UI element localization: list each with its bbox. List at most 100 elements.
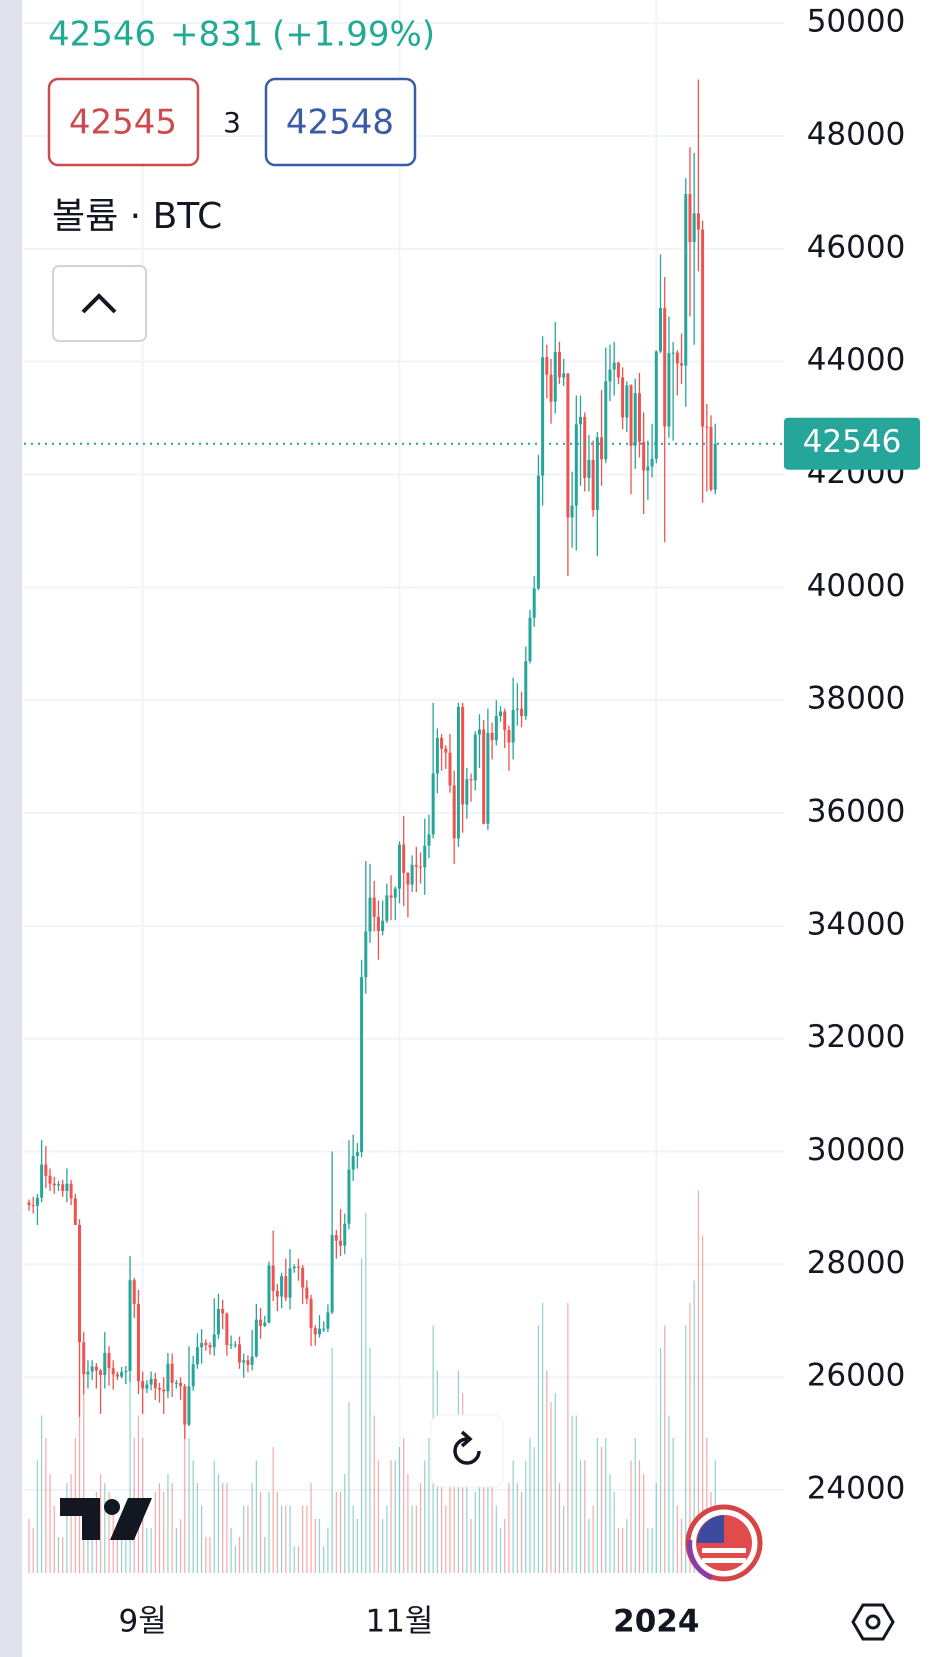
last-price-label: 42546: [803, 424, 902, 460]
candle-body: [204, 1342, 208, 1346]
candle-body: [179, 1382, 183, 1387]
candle-body: [153, 1378, 157, 1388]
candle-body: [82, 1342, 86, 1375]
candle-body: [158, 1387, 162, 1390]
candle-body: [604, 381, 608, 460]
candle-body: [376, 916, 380, 931]
region-flag[interactable]: [685, 1504, 763, 1582]
candle-body: [633, 393, 637, 446]
candle-body: [482, 729, 486, 824]
candle-body: [216, 1308, 220, 1335]
bid-box[interactable]: [47, 77, 200, 167]
candle-body: [574, 424, 578, 506]
candle-body: [667, 353, 671, 427]
candle-body: [410, 864, 414, 885]
y-tick-label: 28000: [807, 1245, 906, 1281]
candle-body: [684, 194, 688, 366]
candle-body: [595, 437, 599, 511]
candle-body: [225, 1313, 229, 1346]
candle-body: [56, 1184, 60, 1186]
y-tick-label: 38000: [807, 681, 906, 717]
candle-body: [515, 708, 519, 710]
y-tick-label: 48000: [807, 116, 906, 152]
header-change: +831: [170, 15, 263, 55]
candle-body: [141, 1381, 145, 1389]
left-edge: [0, 0, 22, 1657]
candle-body: [448, 752, 452, 786]
candle-body: [545, 357, 549, 375]
candle-body: [128, 1280, 132, 1372]
candle-body: [566, 373, 570, 518]
reset-button[interactable]: [430, 1414, 504, 1488]
candle-body: [532, 588, 536, 618]
y-tick-label: 44000: [807, 342, 906, 378]
candle-body: [477, 729, 481, 735]
tradingview-logo: [60, 1498, 152, 1540]
candle-body: [419, 866, 423, 868]
candle-body: [65, 1183, 69, 1192]
candle-body: [145, 1384, 149, 1389]
candle-body: [254, 1319, 258, 1357]
candle-body: [381, 920, 385, 931]
candle-body: [69, 1183, 73, 1199]
candle-body: [78, 1224, 82, 1343]
candle-body: [503, 711, 507, 731]
header-last: 42546: [48, 15, 156, 55]
axis-layer: 24000 26000 28000 30000 32000 34000 36000 38000…: [24, 4, 920, 1640]
y-tick-label: 34000: [807, 906, 906, 942]
candle-body: [402, 844, 406, 873]
candle-body: [301, 1267, 305, 1288]
candle-body: [427, 834, 431, 846]
candle-body: [473, 734, 477, 781]
candle-body: [103, 1352, 107, 1375]
candle-body: [608, 369, 612, 382]
candle-body: [339, 1240, 343, 1246]
ask-box[interactable]: [264, 77, 417, 167]
candle-body: [536, 475, 540, 589]
candle-body: [292, 1266, 296, 1269]
candle-body: [162, 1389, 166, 1392]
candle-body: [431, 773, 435, 835]
candle-body: [31, 1205, 35, 1207]
candle-body: [229, 1344, 233, 1346]
candle-body: [406, 872, 410, 885]
candle-body: [637, 393, 641, 442]
candle-body: [330, 1235, 334, 1313]
candle-body: [99, 1370, 103, 1375]
candle-body: [696, 213, 700, 230]
candle-body: [238, 1344, 241, 1363]
candle-body: [208, 1345, 212, 1348]
y-tick-label: 36000: [807, 794, 906, 830]
candle-body: [111, 1368, 115, 1375]
collapse-button[interactable]: [52, 265, 147, 342]
candle-body: [170, 1363, 174, 1383]
candle-body: [326, 1312, 330, 1329]
candle-body: [322, 1328, 326, 1330]
y-tick-label: 30000: [807, 1132, 906, 1168]
candle-body: [680, 363, 684, 366]
y-tick-label: 40000: [807, 568, 906, 604]
candle-body: [271, 1265, 275, 1291]
x-tick-label: 2024: [613, 1604, 699, 1640]
candle-body: [305, 1287, 309, 1299]
candle-body: [469, 779, 473, 781]
candle-body: [191, 1364, 195, 1387]
candle-body: [317, 1328, 321, 1335]
candle-body: [288, 1268, 292, 1298]
settings-button[interactable]: [851, 1603, 895, 1641]
candle-body: [351, 1156, 355, 1170]
candle-body: [440, 737, 444, 749]
chevron-up: [81, 293, 117, 314]
candle-body: [701, 229, 705, 427]
candle-body: [671, 352, 675, 354]
candle-body: [115, 1374, 119, 1377]
candle-body: [368, 897, 372, 932]
candle-body: [625, 385, 629, 418]
candle-body: [490, 732, 494, 741]
candle-body: [385, 895, 389, 921]
candle-body: [44, 1164, 48, 1176]
candle-body: [583, 416, 587, 478]
candle-body: [364, 931, 368, 978]
candle-body: [456, 706, 460, 839]
